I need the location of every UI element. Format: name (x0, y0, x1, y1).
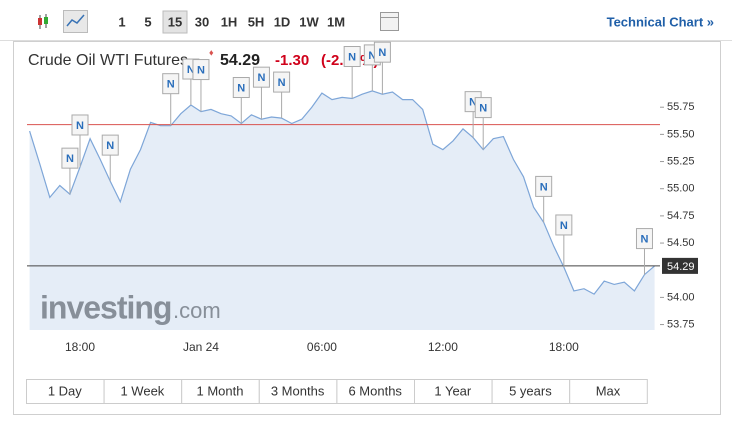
settings-icon[interactable] (380, 12, 399, 31)
y-tick-label: 55.50 (667, 128, 695, 140)
interval-button[interactable]: 15 (168, 14, 182, 29)
price-tag (662, 257, 698, 274)
news-label: N (187, 64, 195, 76)
range-button[interactable] (336, 379, 415, 404)
price-tag-label: 54.29 (667, 261, 695, 273)
y-tick-label: 55.00 (667, 183, 695, 195)
range-label: 5 years (509, 383, 552, 398)
range-label: Max (596, 383, 621, 398)
news-marker[interactable] (101, 134, 119, 156)
x-tick-label: 18:00 (549, 340, 579, 354)
technical-link[interactable]: Technical Chart » (607, 14, 714, 29)
news-marker[interactable] (474, 97, 492, 119)
range-button[interactable] (26, 379, 105, 404)
news-marker[interactable] (373, 41, 391, 63)
watermark-suffix: .com (173, 298, 221, 323)
news-label: N (278, 77, 286, 89)
news-label: N (560, 220, 568, 232)
change: -1.30 (275, 52, 309, 69)
y-tick-label: 54.75 (667, 210, 695, 222)
news-label: N (540, 181, 548, 193)
news-marker[interactable] (71, 114, 89, 136)
line-icon[interactable] (63, 10, 88, 33)
interval-button[interactable]: 5 (144, 14, 151, 29)
range-label: 6 Months (348, 383, 402, 398)
interval-button[interactable]: 5H (248, 14, 265, 29)
interval-button[interactable]: 1D (274, 14, 291, 29)
news-label: N (348, 51, 356, 63)
interval-button[interactable]: 1H (221, 14, 238, 29)
news-label: N (197, 64, 205, 76)
candle-icon[interactable] (38, 14, 48, 29)
x-tick-label: Jan 24 (183, 340, 219, 354)
news-label: N (66, 153, 74, 165)
range-label: 1 Month (197, 383, 244, 398)
news-label: N (76, 120, 84, 132)
news-label: N (641, 233, 649, 245)
news-marker[interactable] (232, 77, 250, 99)
news-label: N (106, 140, 114, 152)
news-label: N (378, 47, 386, 59)
range-label: 1 Year (434, 383, 472, 398)
news-marker[interactable] (61, 147, 79, 169)
range-button[interactable] (103, 379, 183, 404)
interval-button[interactable]: 1W (299, 14, 319, 29)
range-button[interactable] (569, 379, 648, 404)
range-label: 1 Week (120, 383, 164, 398)
range-button[interactable] (414, 379, 493, 404)
news-label: N (257, 72, 265, 84)
watermark-brand: investing (40, 289, 171, 325)
interval-button[interactable]: 1 (118, 14, 125, 29)
y-tick-label: 55.25 (667, 155, 695, 167)
range-label: 3 Months (271, 383, 325, 398)
news-label: N (167, 79, 175, 91)
range-button[interactable] (491, 379, 571, 404)
news-label: N (479, 102, 487, 114)
interval-button[interactable]: 1M (327, 14, 345, 29)
last-price: 54.29 (220, 52, 260, 69)
panel (13, 41, 721, 415)
news-marker[interactable] (162, 73, 180, 95)
news-marker[interactable] (635, 228, 653, 250)
range-label: 1 Day (48, 383, 82, 398)
news-marker[interactable] (343, 46, 361, 68)
area (29, 90, 655, 331)
news-marker[interactable] (535, 175, 553, 197)
x-tick-label: 06:00 (307, 340, 337, 354)
y-tick-label: 54.50 (667, 237, 695, 249)
news-label: N (368, 50, 376, 62)
x-tick-label: 18:00 (65, 340, 95, 354)
x-tick-label: 12:00 (428, 340, 458, 354)
flag: ♦ (209, 47, 214, 57)
y-tick-label: 55.75 (667, 101, 695, 113)
news-label: N (469, 97, 477, 109)
news-label: N (237, 82, 245, 94)
news-marker[interactable] (192, 59, 210, 81)
news-marker[interactable] (555, 214, 573, 236)
instrument-title: Crude Oil WTI Futures (28, 52, 188, 69)
line (29, 90, 655, 295)
y-tick-label: 53.75 (667, 318, 695, 330)
interval-button[interactable]: 30 (195, 14, 209, 29)
y-tick-label: 54.00 (667, 291, 695, 303)
news-marker[interactable] (273, 71, 291, 93)
news-marker[interactable] (252, 66, 270, 88)
selected-bg (162, 10, 188, 34)
